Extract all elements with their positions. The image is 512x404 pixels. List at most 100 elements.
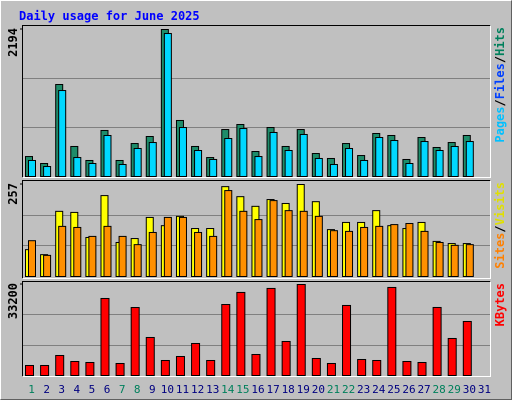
bar	[133, 147, 142, 178]
y-tick-label: 33200	[6, 283, 20, 319]
x-tick-label: 21	[327, 383, 340, 396]
bar	[194, 150, 203, 177]
legend-item: Files	[493, 63, 507, 99]
bar	[465, 244, 474, 277]
panel-border	[22, 281, 491, 377]
bar	[329, 230, 338, 277]
bar	[88, 235, 97, 277]
panel-border	[22, 180, 491, 279]
bar	[284, 210, 293, 277]
bar	[40, 364, 50, 377]
bar	[178, 216, 187, 277]
bar	[465, 141, 474, 178]
bar	[357, 358, 367, 376]
bar	[148, 142, 157, 177]
legend: Pages/Files/Hits	[493, 27, 507, 143]
x-tick-label: 14	[221, 383, 235, 396]
bar	[28, 159, 36, 178]
bar	[239, 128, 248, 177]
bar	[326, 362, 336, 376]
y-tick-label: 257	[6, 183, 20, 205]
legend-item: Pages	[493, 107, 507, 143]
x-tick-label: 7	[119, 383, 126, 396]
bar	[447, 337, 457, 376]
bar	[58, 225, 67, 277]
legend: Sites/Visits	[493, 182, 507, 269]
bar	[85, 361, 95, 377]
x-tick-label: 16	[251, 383, 264, 396]
bar	[251, 353, 261, 376]
legend-item: /	[493, 56, 507, 63]
x-tick-label: 28	[433, 383, 446, 396]
x-tick-label: 2	[43, 383, 50, 396]
bar	[148, 231, 157, 277]
bar	[254, 156, 263, 177]
x-tick-label: 24	[372, 383, 386, 396]
bar	[387, 286, 397, 376]
x-tick-label: 6	[104, 383, 111, 396]
x-tick-label: 20	[312, 383, 325, 396]
legend-item: /	[493, 99, 507, 106]
bar	[239, 210, 248, 277]
x-tick-label: 26	[402, 383, 415, 396]
x-tick-label: 17	[266, 383, 279, 396]
bar	[462, 320, 472, 377]
x-tick-label: 3	[58, 383, 65, 396]
bar	[402, 360, 412, 377]
bar	[420, 141, 429, 178]
bar	[163, 216, 172, 277]
bar	[70, 360, 80, 377]
legend-item: /	[493, 225, 507, 232]
bar	[133, 244, 142, 277]
bar	[450, 145, 459, 178]
bar	[420, 230, 429, 277]
bar	[299, 210, 308, 277]
x-tick-label: 27	[417, 383, 430, 396]
chart-title: Daily usage for June 2025	[19, 9, 200, 23]
x-tick-label: 15	[236, 383, 249, 396]
bar	[284, 150, 293, 177]
bar	[299, 133, 308, 178]
bar	[43, 254, 52, 278]
x-tick-label: 23	[357, 383, 370, 396]
bar	[405, 163, 414, 177]
bar	[178, 127, 187, 177]
bar	[435, 241, 444, 277]
bar	[342, 304, 352, 377]
bar	[390, 140, 399, 177]
bar	[329, 164, 338, 177]
x-tick-label: 19	[297, 383, 310, 396]
bar	[314, 157, 323, 178]
x-tick-label: 10	[161, 383, 174, 396]
x-tick-label: 12	[191, 383, 204, 396]
panel-border	[22, 25, 491, 178]
bar	[405, 223, 414, 277]
bar	[417, 361, 427, 377]
legend: KBytes	[493, 283, 507, 326]
bar	[43, 166, 52, 177]
x-tick-label: 22	[342, 383, 355, 396]
x-tick-label: 9	[149, 383, 156, 396]
bar	[118, 164, 127, 177]
bar	[360, 226, 369, 277]
bar	[160, 359, 170, 377]
bar	[390, 224, 399, 277]
bar	[28, 240, 36, 277]
bar	[254, 219, 263, 277]
bar	[360, 159, 369, 178]
x-tick-label: 8	[134, 383, 141, 396]
bar	[88, 163, 97, 177]
x-tick-label: 5	[89, 383, 96, 396]
x-tick-label: 13	[206, 383, 219, 396]
bar	[194, 231, 203, 277]
panel-border	[22, 180, 491, 279]
legend-item: KBytes	[493, 283, 507, 326]
bar	[311, 357, 321, 376]
bar	[55, 354, 65, 377]
x-tick-label: 1	[28, 383, 35, 396]
bar	[115, 362, 125, 376]
legend-item: Visits	[493, 182, 507, 225]
x-tick-label: 4	[74, 383, 81, 396]
